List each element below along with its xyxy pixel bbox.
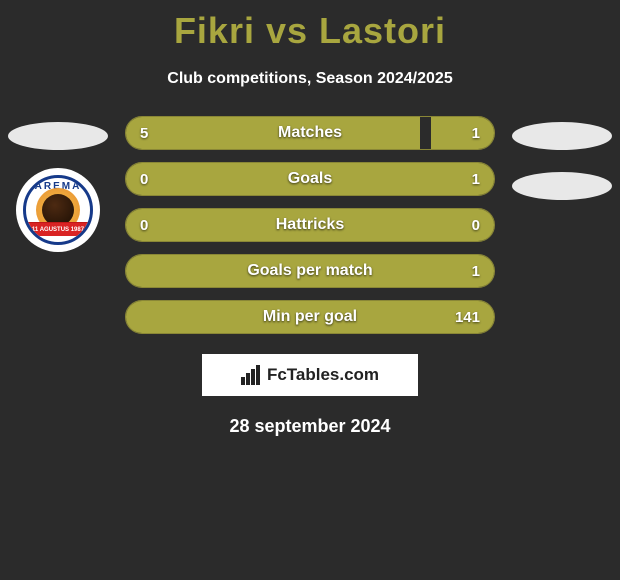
stat-value-right: 0	[472, 209, 480, 241]
stat-value-left: 0	[140, 209, 148, 241]
page-subtitle: Club competitions, Season 2024/2025	[0, 70, 620, 88]
placeholder-ellipse-right-1	[512, 122, 612, 150]
stat-label: Matches	[126, 117, 494, 149]
stat-label: Goals per match	[126, 255, 494, 287]
bar-chart-icon	[241, 365, 261, 385]
stat-row: Goals per match1	[125, 254, 495, 288]
stat-value-right: 1	[472, 255, 480, 287]
stat-row: Min per goal141	[125, 300, 495, 334]
stat-value-right: 1	[472, 163, 480, 195]
brand-badge: FcTables.com	[202, 354, 418, 396]
crest-banner-text: 11 AGUSTUS 1987	[26, 222, 90, 236]
left-side-column: AREMA 11 AGUSTUS 1987	[8, 122, 108, 252]
stats-bar-list: Matches51Goals01Hattricks00Goals per mat…	[125, 116, 495, 334]
placeholder-ellipse-left	[8, 122, 108, 150]
stat-row: Hattricks0 0	[125, 208, 495, 242]
date-text: 28 september 2024	[0, 416, 620, 437]
stat-value-left: 0	[140, 163, 148, 195]
placeholder-ellipse-right-2	[512, 172, 612, 200]
stat-label: Min per goal	[126, 301, 494, 333]
team-crest-left: AREMA 11 AGUSTUS 1987	[16, 168, 100, 252]
stat-value-right: 1	[472, 117, 480, 149]
stat-value-left: 5	[140, 117, 148, 149]
stat-row: Matches5 1	[125, 116, 495, 150]
stat-value-right: 141	[455, 301, 480, 333]
stat-label: Goals	[126, 163, 494, 195]
stat-label: Hattricks	[126, 209, 494, 241]
brand-text: FcTables.com	[267, 365, 379, 385]
page-title: Fikri vs Lastori	[0, 0, 620, 52]
stat-row: Goals0 1	[125, 162, 495, 196]
right-side-column	[512, 122, 612, 200]
